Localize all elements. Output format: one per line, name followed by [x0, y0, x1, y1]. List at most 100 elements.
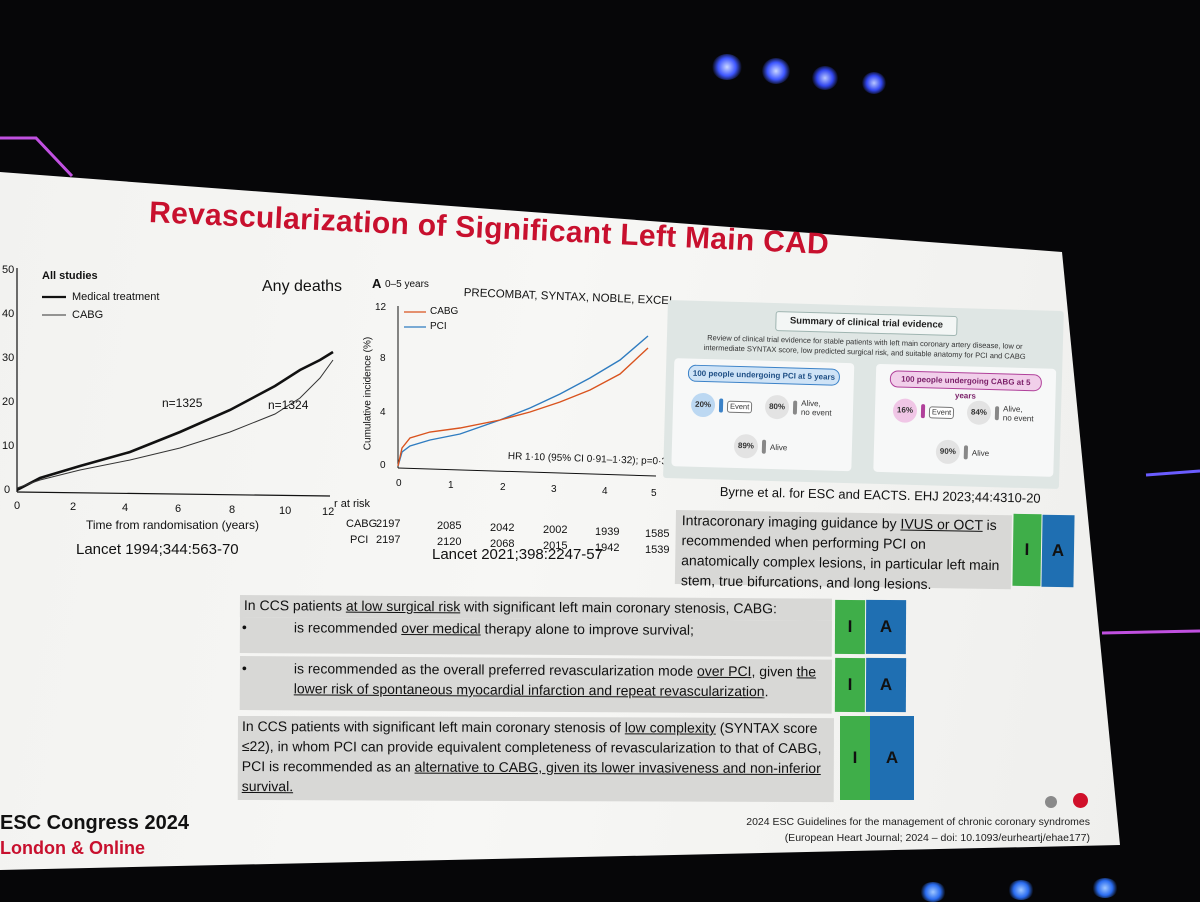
- y-tick: 50: [2, 264, 15, 276]
- person-icon: [761, 439, 767, 454]
- y-tick: 30: [2, 352, 15, 364]
- person-icon: [718, 398, 724, 413]
- cabg-1-class-badge: I: [834, 599, 866, 655]
- cabg-event-pct: 16%: [892, 398, 918, 423]
- pci-alive-pct: 89%: [733, 433, 759, 459]
- at-risk-value: 2015: [543, 540, 568, 552]
- at-risk-value: 2197: [376, 518, 401, 530]
- summary-panel: Summary of clinical trial evidence Revie…: [663, 300, 1064, 489]
- at-risk-value: 1942: [595, 542, 620, 554]
- cabg-card-header: 100 people undergoing CABG at 5 years: [889, 370, 1043, 401]
- at-risk-value: 2042: [490, 522, 515, 534]
- at-risk-value: 2085: [437, 520, 462, 532]
- panel-subtitle: 0–5 years: [385, 279, 429, 290]
- cabg-recommendation-2: • is recommended as the overall preferre…: [239, 656, 832, 714]
- x-tick: 1: [448, 480, 454, 491]
- legend-cabg: CABG: [72, 309, 104, 321]
- at-risk-label: r at risk: [334, 498, 371, 510]
- x-tick: 6: [175, 503, 182, 515]
- stage-light: [812, 66, 838, 90]
- at-risk-pci-name: PCI: [350, 534, 369, 546]
- slide-dot-icon: [1073, 793, 1088, 808]
- legend-header: All studies: [42, 270, 98, 282]
- n-medical-label: n=1325: [162, 396, 203, 410]
- pci-no-event-pct: 80%: [764, 394, 790, 420]
- at-risk-value: 1939: [595, 526, 620, 538]
- x-tick: 2: [70, 501, 77, 513]
- any-deaths-label: Any deaths: [262, 278, 343, 295]
- pci-summary-card: 100 people undergoing PCI at 5 years 20%…: [671, 358, 855, 472]
- y-tick: 0: [4, 484, 11, 496]
- at-risk-value: 1539: [645, 544, 670, 556]
- x-tick: 4: [122, 502, 129, 514]
- at-risk-value: 2120: [437, 536, 462, 548]
- stage-light: [712, 54, 742, 80]
- person-icon: [994, 406, 1000, 421]
- at-risk-cabg-name: CABG: [346, 518, 378, 530]
- cabg-summary-card: 100 people undergoing CABG at 5 years 16…: [873, 363, 1057, 477]
- journal-source: (European Heart Journal; 2024 – doi: 10.…: [784, 832, 1090, 844]
- person-icon: [963, 445, 969, 460]
- at-risk-value: 1585: [645, 528, 670, 540]
- stage-light: [762, 58, 790, 84]
- bullet: •: [241, 660, 247, 677]
- stage-light: [920, 882, 946, 902]
- stage-light: [1008, 880, 1034, 900]
- bullet: •: [241, 619, 247, 636]
- x-tick: 2: [500, 482, 506, 493]
- y-axis-label: Cumulative incidence (%): [362, 336, 374, 451]
- x-tick: 12: [322, 506, 335, 518]
- stage-light: [1092, 878, 1118, 898]
- pci-curve: [397, 335, 649, 467]
- y-tick: 10: [2, 440, 15, 452]
- y-tick: 20: [2, 396, 15, 408]
- x-axis-label: Time from randomisation (years): [86, 518, 259, 532]
- cabg-event-label: Event: [928, 406, 955, 420]
- pci-event-pct: 20%: [690, 392, 716, 418]
- cabg-alive-pct: 90%: [935, 439, 961, 465]
- y-tick: 40: [2, 308, 15, 320]
- cabg-no-event-pct: 84%: [966, 400, 992, 426]
- guideline-source: 2024 ESC Guidelines for the management o…: [746, 816, 1090, 828]
- cabg-2-level-badge: A: [865, 657, 907, 713]
- person-icon: [792, 400, 798, 415]
- summary-heading: Summary of clinical trial evidence: [775, 311, 958, 337]
- x-tick: 0: [396, 478, 402, 489]
- left-chart-citation: Lancet 1994;344:563-70: [76, 541, 239, 558]
- y-tick: 0: [380, 460, 386, 471]
- middle-chart-citation: Lancet 2021;398:2247-57: [432, 546, 603, 563]
- cabg-recommendation-1: • is recommended over medical therapy al…: [239, 617, 832, 657]
- pci-card-header: 100 people undergoing PCI at 5 years: [687, 364, 841, 386]
- pci-class-badge: I: [840, 716, 870, 800]
- pci-recommendation: In CCS patients with significant left ma…: [237, 716, 834, 803]
- pci-alive-label: Alive: [769, 442, 788, 453]
- x-tick: 5: [651, 488, 657, 499]
- x-tick: 10: [279, 505, 292, 517]
- slide-dot-icon: [1045, 796, 1057, 808]
- y-tick: 4: [380, 407, 386, 418]
- pci-level-badge: A: [870, 716, 914, 800]
- x-tick: 0: [14, 500, 21, 512]
- congress-location: London & Online: [0, 838, 145, 858]
- y-tick: 12: [375, 302, 387, 313]
- ivus-level-badge: A: [1041, 514, 1075, 588]
- summary-description: Review of clinical trial evidence for st…: [703, 333, 1026, 362]
- stage-light: [862, 72, 886, 94]
- y-tick: 8: [380, 353, 386, 364]
- x-tick: 3: [551, 484, 557, 495]
- cabg-1-level-badge: A: [865, 599, 907, 655]
- cabg-no-event-label: Alive, no event: [1002, 404, 1034, 424]
- cabg-curve: [16, 359, 334, 489]
- panel-letter: A: [372, 276, 382, 291]
- x-tick: 8: [229, 504, 236, 516]
- pci-event-label: Event: [726, 400, 753, 414]
- at-risk-value: 2197: [376, 534, 401, 546]
- cabg-alive-label: Alive: [971, 448, 990, 459]
- legend-pci: PCI: [430, 321, 447, 332]
- cabg-curve: [397, 347, 649, 467]
- ivus-class-badge: I: [1012, 513, 1042, 587]
- ivus-recommendation: Intracoronary imaging guidance by IVUS o…: [674, 510, 1012, 592]
